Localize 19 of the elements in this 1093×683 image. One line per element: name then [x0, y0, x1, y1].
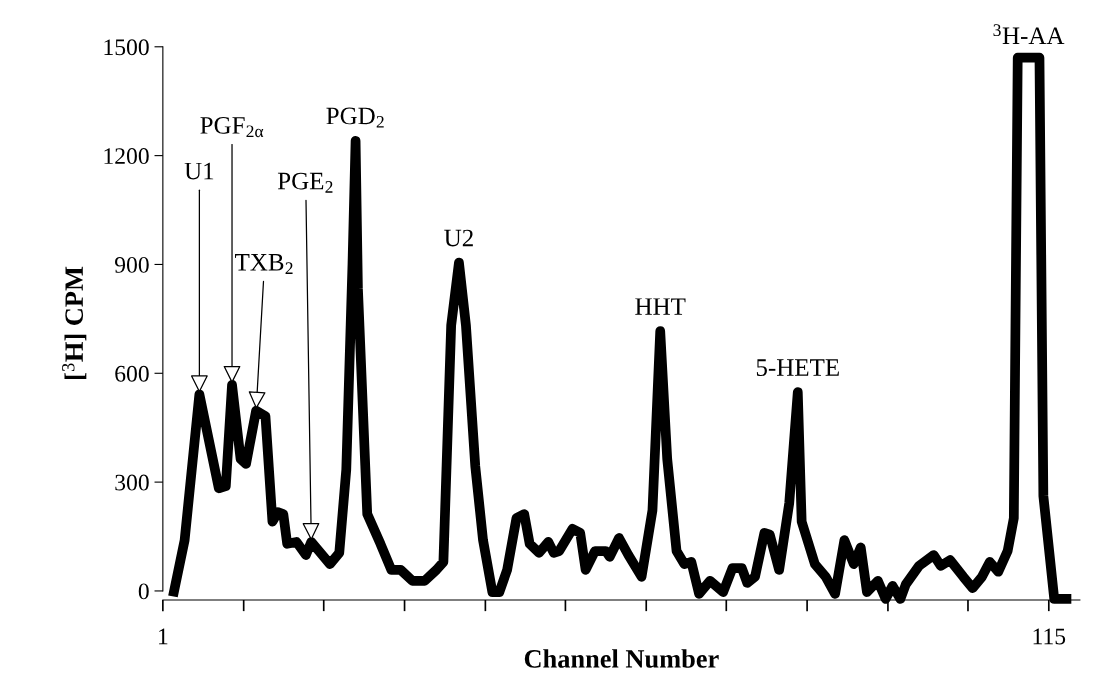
- y-axis-title: [$^{3}$H] CPM: [62, 266, 87, 379]
- x-tick-label: 1: [159, 628, 168, 645]
- annotation: $^{3}$H-AA: [993, 24, 1065, 44]
- annotation: PGF$_{2α}$: [200, 116, 264, 138]
- annotation: U2: [444, 229, 473, 247]
- y-tick-label: 1500: [104, 39, 149, 56]
- y-tick-label: 0: [138, 583, 149, 600]
- x-axis-title: Channel Number: [524, 649, 719, 668]
- annotation: TXB$_{2}$: [235, 254, 293, 274]
- annotation: U1: [184, 162, 214, 180]
- y-tick-label: 300: [115, 474, 149, 491]
- annotation: PGE$_{2}$: [277, 172, 333, 193]
- annotation: 5-HETE: [756, 359, 839, 376]
- y-tick-label: 900: [115, 256, 149, 273]
- annotation: HHT: [635, 298, 686, 315]
- annotation: PGD$_{2}$: [326, 107, 384, 128]
- y-tick-label: 1200: [104, 148, 149, 165]
- y-tick-label: 600: [115, 365, 149, 382]
- x-tick-label: 115: [1033, 628, 1066, 645]
